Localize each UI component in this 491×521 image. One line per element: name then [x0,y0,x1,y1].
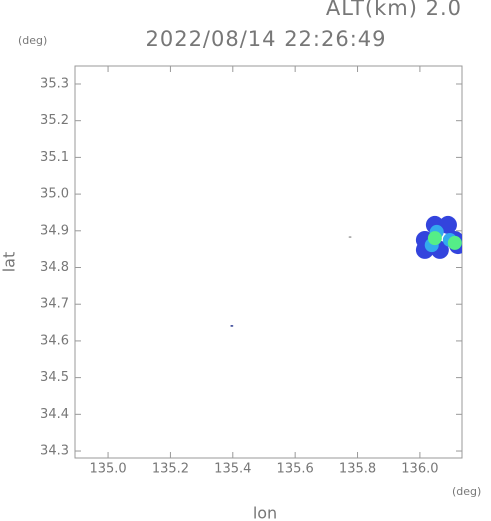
y-unit: (deg) [18,34,47,47]
y-tick-label: 35.0 [40,187,69,202]
x-tick-label: 136.0 [401,462,438,477]
y-tick-label: 34.9 [40,223,69,238]
x-tick-label: 135.4 [214,462,251,477]
y-tick-label: 34.6 [40,333,69,348]
y-tick-label: 34.7 [40,297,69,312]
chart-title: 2022/08/14 22:26:49 [145,27,386,51]
echo [447,235,462,250]
x-tick-label: 135.2 [152,462,189,477]
altitude-label: ALT(km) 2.0 [326,0,462,20]
echo [427,231,442,246]
y-tick-label: 34.3 [40,444,69,459]
y-axis-label: lat [0,252,19,273]
x-axis-label: lon [253,504,277,521]
x-tick-label: 135.8 [339,462,376,477]
y-tick-label: 35.3 [40,76,69,91]
echo [230,325,234,327]
y-tick-label: 35.1 [40,150,69,165]
echo [348,236,352,238]
y-tick-label: 34.4 [40,407,69,422]
y-tick-label: 34.5 [40,370,69,385]
x-tick-label: 135.6 [277,462,314,477]
x-unit: (deg) [452,485,481,498]
y-tick-label: 34.8 [40,260,69,275]
echo [438,215,457,234]
plot-area [230,215,462,327]
y-tick-label: 35.2 [40,113,69,128]
x-tick-label: 135.0 [89,462,126,477]
plot-frame [74,65,463,459]
